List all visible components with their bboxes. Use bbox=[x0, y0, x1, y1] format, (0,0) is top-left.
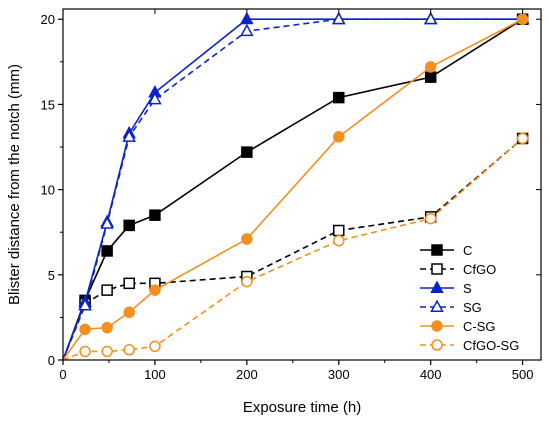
data-point-sg bbox=[240, 23, 254, 37]
y-tick-label: 5 bbox=[48, 268, 55, 283]
y-tick-label: 10 bbox=[41, 183, 55, 198]
x-axis-title: Exposure time (h) bbox=[243, 399, 361, 416]
y-tick-label: 0 bbox=[48, 353, 55, 368]
data-point-c-sg bbox=[241, 233, 253, 245]
legend-label-s: S bbox=[463, 281, 472, 296]
series-c-sg bbox=[62, 13, 529, 361]
data-point-sg bbox=[332, 11, 346, 25]
data-point-cfgo bbox=[333, 224, 345, 237]
data-point-cfgo-sg bbox=[149, 340, 161, 353]
data-point-cfgo-sg bbox=[101, 345, 113, 358]
data-point-c-sg bbox=[424, 61, 437, 73]
legend: C CfGO S SG C-SG CfGO-SG bbox=[420, 243, 519, 353]
data-point-sg bbox=[423, 11, 438, 25]
legend-label-sg: SG bbox=[463, 300, 482, 315]
legend-label-c-sg: C-SG bbox=[463, 319, 496, 334]
data-point-c-sg bbox=[123, 306, 135, 319]
axes-layer: 0 100 200 300 400 500 0 5 10 15 20 bbox=[41, 8, 542, 382]
legend-marker-s bbox=[430, 280, 444, 294]
x-tick-label: 200 bbox=[236, 367, 258, 382]
legend-item-cfgo-sg: CfGO-SG bbox=[420, 338, 519, 353]
data-point-c bbox=[123, 219, 135, 232]
y-tick-label: 15 bbox=[41, 97, 55, 112]
data-point-cfgo-sg bbox=[123, 344, 135, 356]
data-point-c-sg bbox=[333, 131, 345, 143]
x-tick-label: 500 bbox=[512, 367, 534, 382]
legend-item-s: S bbox=[420, 280, 472, 296]
data-point-c-sg bbox=[79, 323, 91, 336]
legend-item-c: C bbox=[420, 243, 472, 258]
data-point-s bbox=[240, 11, 254, 25]
legend-label-cfgo-sg: CfGO-SG bbox=[463, 338, 519, 353]
data-point-cfgo-sg bbox=[79, 345, 91, 358]
data-point-c-sg bbox=[101, 321, 113, 334]
data-point-sg bbox=[78, 298, 92, 311]
data-point-c bbox=[333, 91, 345, 104]
data-point-c bbox=[101, 245, 113, 257]
data-point-c-sg bbox=[516, 13, 529, 25]
data-point-sg bbox=[100, 216, 114, 229]
plot-frame bbox=[62, 8, 542, 361]
legend-item-sg: SG bbox=[420, 299, 482, 315]
data-point-c bbox=[241, 146, 253, 158]
series-layer bbox=[62, 11, 530, 361]
x-tick-label: 400 bbox=[420, 367, 442, 382]
data-point-c bbox=[149, 209, 161, 221]
data-point-cfgo-sg bbox=[241, 275, 253, 288]
legend-label-c: C bbox=[463, 243, 472, 258]
data-point-sg bbox=[122, 129, 136, 142]
legend-marker-sg bbox=[430, 299, 444, 313]
data-point-cfgo-sg bbox=[424, 212, 437, 225]
x-tick-label: 300 bbox=[328, 367, 350, 382]
legend-marker-cfgo bbox=[431, 263, 443, 275]
legend-label-cfgo: CfGO bbox=[463, 262, 496, 277]
data-point-cfgo-sg bbox=[333, 234, 345, 247]
series-cfgo-sg bbox=[62, 132, 529, 361]
y-axis-title: Blister distance from the notch (mm) bbox=[6, 64, 23, 305]
x-tick-label: 0 bbox=[59, 367, 66, 382]
series-cfgo bbox=[62, 132, 529, 361]
legend-marker-c bbox=[431, 244, 443, 256]
x-tick-label: 100 bbox=[144, 367, 166, 382]
data-point-c bbox=[424, 71, 437, 83]
data-point-c-sg bbox=[149, 284, 161, 296]
data-point-cfgo-sg bbox=[516, 132, 529, 145]
y-tick-label: 20 bbox=[41, 12, 55, 27]
data-point-sg bbox=[148, 91, 162, 105]
legend-item-cfgo: CfGO bbox=[420, 262, 496, 277]
legend-marker-cfgo-sg bbox=[431, 339, 443, 351]
legend-marker-c-sg bbox=[431, 320, 443, 332]
data-point-cfgo bbox=[101, 284, 113, 296]
data-point-cfgo bbox=[123, 277, 135, 290]
legend-item-c-sg: C-SG bbox=[420, 319, 496, 334]
